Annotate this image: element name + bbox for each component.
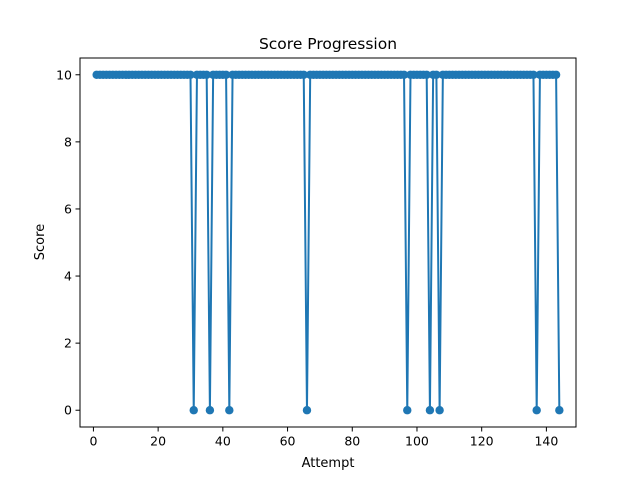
x-tick-label: 60: [280, 434, 296, 449]
x-axis-label: Attempt: [302, 456, 355, 471]
x-tick-label: 40: [215, 434, 231, 449]
x-tick-label: 20: [150, 434, 166, 449]
data-point: [532, 406, 541, 415]
series-layer: [92, 70, 564, 415]
y-tick-label: 2: [64, 336, 72, 351]
y-tick-label: 4: [64, 269, 72, 284]
y-tick-label: 0: [64, 403, 72, 418]
x-tick-label: 80: [344, 434, 360, 449]
data-point: [403, 406, 412, 415]
y-tick-label: 10: [56, 67, 72, 82]
data-point: [186, 70, 195, 79]
data-point: [302, 406, 312, 415]
data-point: [422, 70, 431, 79]
x-tick-label: 0: [89, 434, 97, 449]
data-point: [555, 406, 564, 415]
y-axis-label: Score: [33, 224, 48, 260]
data-point: [221, 70, 231, 79]
data-point: [425, 406, 435, 415]
data-point: [225, 406, 234, 415]
data-point: [551, 70, 561, 79]
data-point: [529, 70, 538, 79]
axes-layer: 0 20 40 60 80 100 120 140 0 2 4 6 8 10: [56, 57, 577, 449]
data-point: [189, 406, 198, 415]
x-tick-label: 120: [470, 434, 494, 449]
data-point: [435, 406, 444, 415]
data-point: [299, 70, 308, 79]
chart-title: Score Progression: [259, 35, 397, 53]
x-tick-label: 100: [405, 434, 429, 449]
y-tick-label: 8: [64, 134, 72, 149]
x-tick-label: 140: [534, 434, 558, 449]
y-tick-label: 6: [64, 201, 72, 216]
data-point: [205, 406, 215, 415]
data-point: [399, 70, 409, 79]
axes-frame: [79, 57, 577, 428]
data-point: [432, 70, 441, 79]
data-point: [202, 70, 211, 79]
